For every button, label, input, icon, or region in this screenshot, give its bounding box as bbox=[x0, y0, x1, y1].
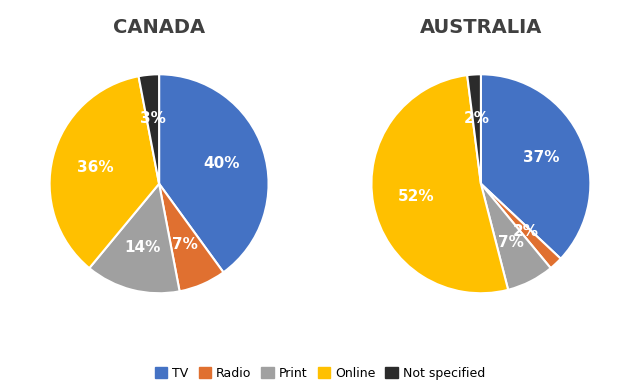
Wedge shape bbox=[139, 74, 159, 184]
Text: 14%: 14% bbox=[125, 240, 161, 255]
Title: CANADA: CANADA bbox=[113, 18, 205, 37]
Wedge shape bbox=[481, 184, 550, 290]
Wedge shape bbox=[50, 76, 159, 268]
Text: 2%: 2% bbox=[464, 111, 490, 126]
Text: 7%: 7% bbox=[498, 235, 524, 250]
Wedge shape bbox=[481, 184, 561, 268]
Text: 52%: 52% bbox=[398, 188, 435, 204]
Text: 40%: 40% bbox=[204, 156, 240, 171]
Wedge shape bbox=[159, 74, 269, 273]
Text: 36%: 36% bbox=[77, 160, 114, 175]
Text: 37%: 37% bbox=[523, 150, 559, 165]
Text: 2%: 2% bbox=[513, 224, 539, 239]
Text: 7%: 7% bbox=[172, 237, 198, 251]
Wedge shape bbox=[90, 184, 180, 293]
Wedge shape bbox=[467, 74, 481, 184]
Wedge shape bbox=[159, 184, 223, 291]
Wedge shape bbox=[371, 75, 508, 293]
Wedge shape bbox=[481, 74, 590, 259]
Title: AUSTRALIA: AUSTRALIA bbox=[420, 18, 542, 37]
Text: 3%: 3% bbox=[140, 111, 166, 126]
Legend: TV, Radio, Print, Online, Not specified: TV, Radio, Print, Online, Not specified bbox=[150, 362, 490, 385]
